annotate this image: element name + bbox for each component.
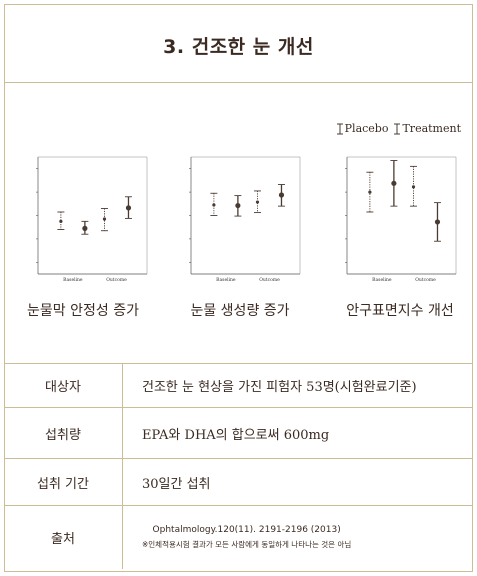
info-row-intake: 섭취량 EPA와 DHA의 합으로써 600mg (4, 408, 473, 459)
data-point (82, 225, 88, 231)
chart-tear-production: Baseline Outcome (171, 150, 304, 285)
data-point (102, 217, 107, 221)
x-tick-label: Baseline (63, 277, 83, 283)
source-note: ※인체적용시험 결과가 모든 사람에게 동일하게 나타나는 것은 아님 (142, 540, 352, 549)
data-point (235, 202, 241, 209)
info-label: 대상자 (4, 364, 123, 407)
data-point (411, 185, 416, 189)
info-label: 출처 (4, 506, 123, 569)
chart-caption-3: 안구표면지수 개선 (346, 303, 454, 319)
chart-caption-1: 눈물막 안정성 증가 (27, 303, 139, 319)
info-value: 건조한 눈 현상을 가진 피험자 53명(시험완료기준) (142, 380, 417, 395)
info-value: EPA와 DHA의 합으로써 600mg (142, 427, 330, 443)
data-point (434, 219, 441, 225)
chart-ocular-surface-index: Baseline Outcome (327, 150, 460, 285)
placebo-errorbar-icon (336, 123, 343, 134)
chart-svg: Baseline Outcome (345, 156, 457, 283)
page-frame (4, 4, 473, 572)
legend-treatment-label: Treatment (402, 122, 461, 135)
chart-legend: Placebo Treatment (331, 122, 461, 135)
chart-caption-2: 눈물 생성량 증가 (190, 303, 290, 319)
x-tick-label: Outcome (106, 277, 127, 283)
legend-placebo: Placebo (336, 122, 389, 135)
info-label: 섭취량 (4, 408, 123, 458)
data-point (278, 192, 285, 198)
x-tick-label: Baseline (372, 277, 392, 283)
info-table: 대상자 건조한 눈 현상을 가진 피험자 53명(시험완료기준) 섭취량 EPA… (4, 363, 473, 569)
legend-placebo-label: Placebo (344, 122, 389, 135)
chart-tear-film-stability: Baseline Outcome (18, 150, 151, 285)
chart-svg: Baseline Outcome (189, 156, 301, 283)
data-point (59, 219, 63, 223)
data-point (391, 180, 397, 186)
data-point (125, 205, 132, 211)
source-reference: Ophtalmology.120(11). 2191-2196 (2013) (152, 525, 341, 535)
data-point (212, 203, 216, 207)
x-tick-label: Outcome (415, 277, 436, 283)
chart-svg: Baseline Outcome (36, 156, 148, 283)
legend-treatment: Treatment (394, 122, 461, 135)
data-point (368, 190, 372, 194)
info-label: 섭취 기간 (4, 459, 123, 505)
x-tick-label: Baseline (216, 277, 236, 283)
data-point (255, 200, 260, 204)
info-row-source: 출처 Ophtalmology.120(11). 2191-2196 (2013… (4, 506, 473, 569)
treatment-errorbar-icon (394, 123, 401, 134)
title-bar: 3. 건조한 눈 개선 (4, 4, 473, 83)
source-content: Ophtalmology.120(11). 2191-2196 (2013) ※… (142, 506, 351, 569)
page-title: 3. 건조한 눈 개선 (163, 36, 314, 58)
info-value: 30일간 섭취 (142, 476, 211, 492)
x-tick-label: Outcome (259, 277, 280, 283)
info-row-subjects: 대상자 건조한 눈 현상을 가진 피험자 53명(시험완료기준) (4, 364, 473, 408)
info-row-period: 섭취 기간 30일간 섭취 (4, 459, 473, 506)
